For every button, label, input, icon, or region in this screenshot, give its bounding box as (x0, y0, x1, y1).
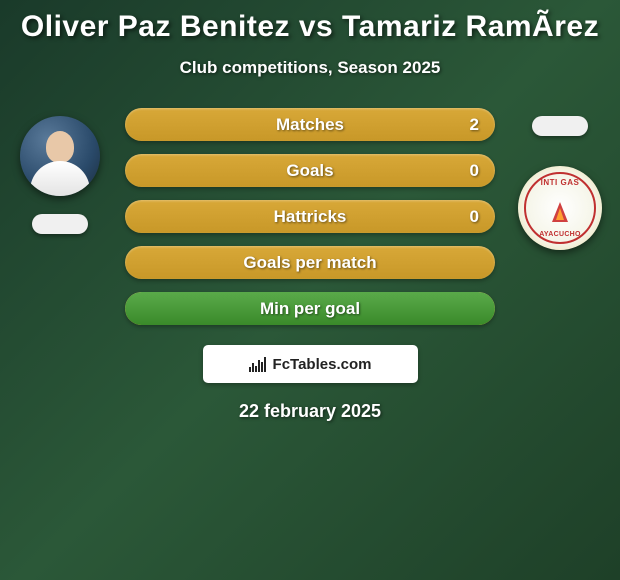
chart-icon (249, 356, 267, 372)
page-title: Oliver Paz Benitez vs Tamariz RamÃ­rez (0, 10, 620, 44)
comparison-area: Matches 2 Goals 0 Hattricks 0 Goals per match M… (0, 108, 620, 325)
stat-label: Matches (276, 115, 344, 135)
date-text: 22 february 2025 (0, 401, 620, 422)
club-badge-top-text: INTI GAS (541, 178, 580, 187)
flag-left (32, 214, 88, 234)
stat-value-right: 2 (470, 115, 479, 135)
stat-label: Min per goal (260, 299, 360, 319)
stat-bar: Min per goal (125, 292, 495, 325)
stat-bar: Matches 2 (125, 108, 495, 141)
flag-right (532, 116, 588, 136)
club-badge-right: INTI GAS AYACUCHO (518, 166, 602, 250)
left-player-column (0, 108, 120, 234)
branding-badge[interactable]: FcTables.com (203, 345, 418, 383)
stats-column: Matches 2 Goals 0 Hattricks 0 Goals per match M… (120, 108, 500, 325)
club-badge-bottom-text: AYACUCHO (539, 231, 581, 238)
branding-text: FcTables.com (273, 356, 372, 373)
stat-label: Goals (286, 161, 333, 181)
stat-bar: Goals 0 (125, 154, 495, 187)
stat-bar: Hattricks 0 (125, 200, 495, 233)
player-avatar-left (20, 116, 100, 196)
stat-label: Hattricks (274, 207, 347, 227)
flame-icon (550, 196, 570, 222)
subtitle: Club competitions, Season 2025 (0, 58, 620, 78)
stat-label: Goals per match (243, 253, 376, 273)
right-player-column: INTI GAS AYACUCHO (500, 108, 620, 250)
stat-value-right: 0 (470, 207, 479, 227)
stat-bar: Goals per match (125, 246, 495, 279)
stat-value-right: 0 (470, 161, 479, 181)
